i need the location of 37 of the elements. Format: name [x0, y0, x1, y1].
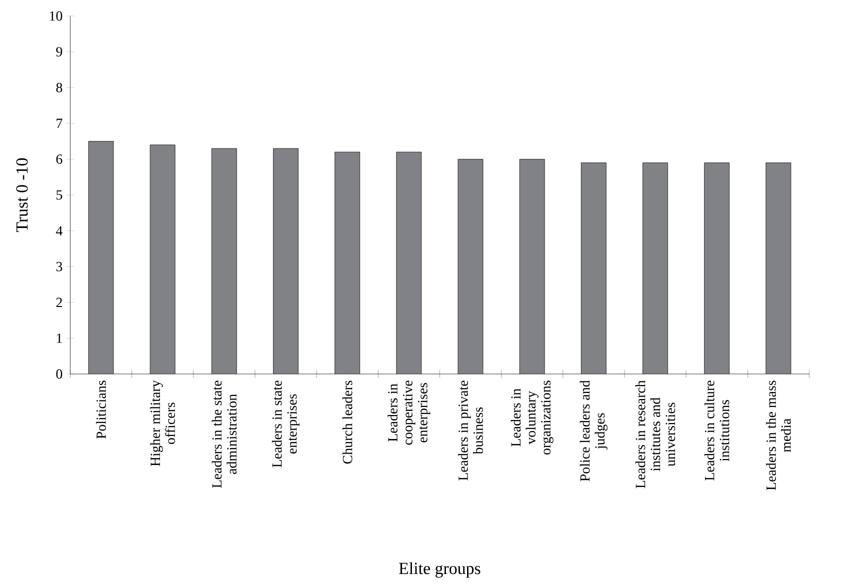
y-tick-label: 7: [56, 118, 62, 128]
x-tick-label: Politicians: [96, 380, 106, 439]
y-tick-label: 10: [50, 11, 62, 21]
bar: [150, 144, 176, 374]
y-tick-label: 3: [56, 262, 62, 272]
x-tick-label: Leaders in the mass media: [766, 380, 791, 490]
y-tick-label: 0: [56, 369, 62, 379]
y-tick-label: 6: [56, 154, 62, 164]
bar: [396, 152, 422, 374]
x-axis-title: Elite groups: [399, 562, 480, 578]
bar: [766, 162, 792, 374]
x-tick-label: Leaders in state enterprises: [272, 380, 300, 468]
x-tick-label: Leaders in cooperative enterprises: [388, 380, 430, 445]
bar: [704, 162, 730, 374]
bar: [642, 162, 668, 374]
y-tick-label: 4: [56, 226, 62, 236]
x-tick-label: Higher military officers: [150, 380, 175, 466]
y-tick-label: 2: [56, 298, 62, 308]
x-tick-label: Church leaders: [342, 380, 352, 464]
bar: [334, 152, 360, 374]
bar: [520, 159, 545, 374]
bar: [88, 141, 114, 374]
x-tick-label: Leaders in culture institutions: [704, 380, 730, 480]
x-tick-label: Leaders in private business: [458, 380, 483, 480]
bar: [212, 148, 237, 374]
y-tick-label: 5: [56, 190, 62, 200]
bar: [458, 159, 484, 374]
y-tick-label: 9: [56, 47, 62, 56]
x-tick-label: Leaders in the state administration: [212, 380, 237, 488]
x-tick-label: Leaders in research institutes and universities: [635, 380, 676, 488]
bar: [581, 162, 606, 374]
y-tick-label: 8: [56, 82, 62, 92]
x-tick-label: Leaders in voluntary organizations: [510, 380, 554, 455]
y-tick-label: 1: [56, 334, 62, 343]
x-tick-label: Police leaders and judges: [580, 380, 608, 482]
bar: [273, 148, 298, 374]
y-axis-title: Trust 0 -10: [16, 158, 28, 232]
